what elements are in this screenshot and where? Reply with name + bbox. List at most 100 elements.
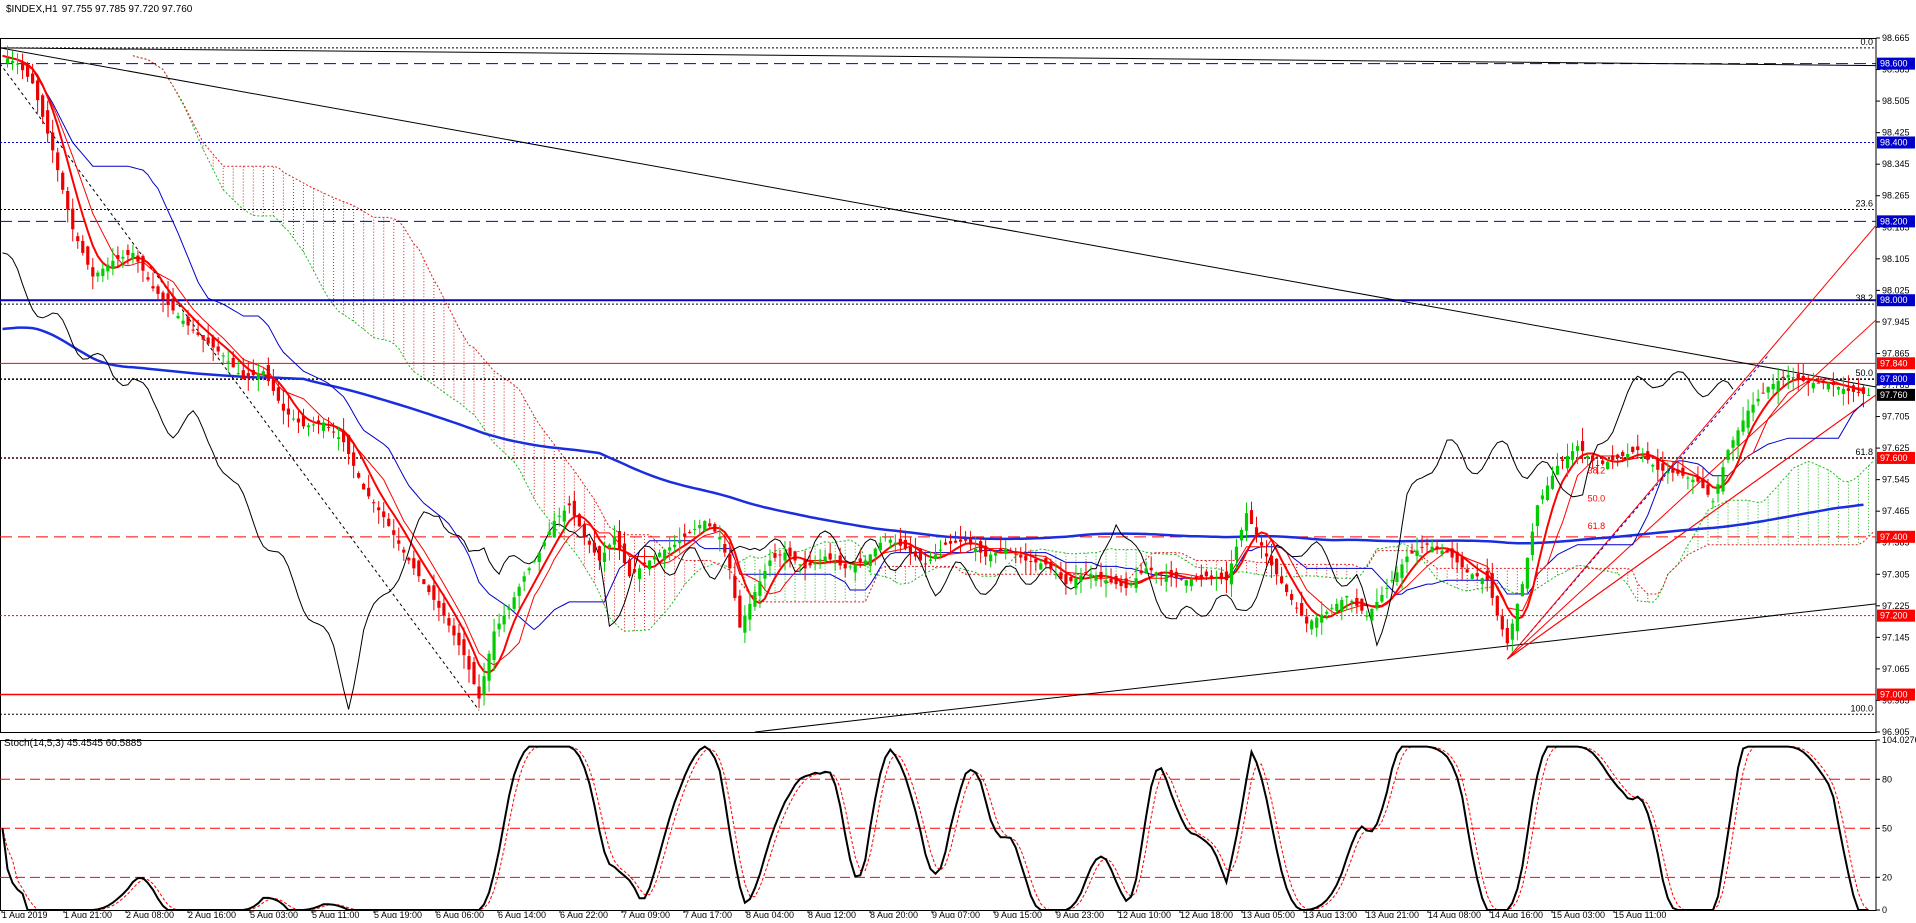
candle-body xyxy=(1039,563,1043,570)
candle-body xyxy=(768,560,772,566)
price-tag-label: 97.400 xyxy=(1880,532,1908,542)
ichimoku-kijun xyxy=(2,55,1864,631)
candle-body xyxy=(1264,553,1269,557)
fibonacci-label: 38.2 xyxy=(1855,293,1873,303)
price-tick-label: 98.345 xyxy=(1882,159,1910,169)
candle-body xyxy=(632,569,637,573)
candle-body xyxy=(1410,550,1414,554)
candle-body xyxy=(1530,531,1535,556)
candle-body xyxy=(848,566,852,568)
candle-body xyxy=(1535,505,1540,527)
candle-body xyxy=(1204,571,1208,577)
candle-body xyxy=(126,249,130,255)
candle-body xyxy=(1826,383,1830,390)
candle-body xyxy=(1766,386,1770,393)
candle-body xyxy=(1285,584,1289,593)
candle-body xyxy=(1254,527,1259,535)
candle-body xyxy=(36,80,40,101)
time-tick-label: 7 Aug 17:00 xyxy=(684,910,732,918)
candle-body xyxy=(216,346,220,352)
candle-body xyxy=(788,547,792,557)
candle-body xyxy=(1555,465,1560,475)
candle-body xyxy=(106,264,110,272)
fibonacci-label: 61.8 xyxy=(1855,447,1873,457)
candle-body xyxy=(306,425,311,428)
ichimoku-tenkan xyxy=(2,55,1864,666)
fan-label: 61.8 xyxy=(1588,521,1606,531)
price-tick-label: 97.465 xyxy=(1882,506,1910,516)
candle-body xyxy=(853,564,857,573)
candle-body xyxy=(1671,468,1675,473)
candle-body xyxy=(1425,543,1429,545)
time-tick-label: 8 Aug 20:00 xyxy=(870,910,918,918)
candle-body xyxy=(1335,603,1339,611)
candle-body xyxy=(71,208,75,230)
trendline-down xyxy=(0,47,1877,388)
candle-body xyxy=(743,615,747,633)
candle-body xyxy=(1646,451,1650,460)
candle-body xyxy=(1756,398,1760,402)
candle-body xyxy=(1029,561,1033,563)
candle-body xyxy=(994,552,998,556)
candle-body xyxy=(397,540,401,544)
candle-body xyxy=(974,548,978,553)
price-tag-label: 98.400 xyxy=(1880,137,1908,147)
chart-title: $INDEX,H1 97.755 97.785 97.720 97.760 xyxy=(6,4,193,15)
candle-body xyxy=(1560,459,1565,461)
candle-body xyxy=(969,538,973,545)
candle-body xyxy=(477,686,481,699)
fibonacci-label: 50.0 xyxy=(1855,368,1873,378)
candle-body xyxy=(1626,454,1630,459)
candle-body xyxy=(1129,583,1133,586)
time-tick-label: 5 Aug 03:00 xyxy=(250,910,298,918)
time-tick-label: 13 Aug 05:00 xyxy=(1242,910,1295,918)
candle-body xyxy=(1315,617,1319,628)
candle-body xyxy=(562,510,566,522)
price-tick-label: 98.105 xyxy=(1882,254,1910,264)
candle-body xyxy=(1169,570,1173,578)
candle-body xyxy=(1696,476,1700,482)
candle-body xyxy=(552,521,556,538)
time-tick-label: 8 Aug 04:00 xyxy=(746,910,794,918)
moving-average-fast xyxy=(2,54,1864,675)
time-tick-label: 12 Aug 18:00 xyxy=(1180,910,1233,918)
candle-body xyxy=(1430,546,1434,553)
candle-body xyxy=(1575,446,1580,451)
candle-body xyxy=(1420,546,1424,548)
candle-body xyxy=(1816,382,1820,384)
candle-body xyxy=(913,551,918,557)
candle-body xyxy=(1621,452,1625,456)
candle-body xyxy=(1836,386,1840,390)
candle-body xyxy=(572,500,576,516)
candle-body xyxy=(1295,607,1299,609)
candle-body xyxy=(331,431,336,433)
candle-body xyxy=(1861,387,1866,394)
candle-body xyxy=(482,676,486,695)
candle-body xyxy=(1500,616,1504,630)
time-tick-label: 9 Aug 23:00 xyxy=(1056,910,1104,918)
candle-body xyxy=(678,540,682,543)
time-tick-label: 1 Aug 21:00 xyxy=(64,910,112,918)
candle-body xyxy=(1490,573,1494,598)
candle-body xyxy=(1159,573,1163,575)
candle-body xyxy=(1009,551,1013,553)
candle-body xyxy=(582,524,586,537)
candle-body xyxy=(387,518,391,526)
candle-body xyxy=(76,236,80,242)
candle-body xyxy=(1636,446,1640,451)
candle-body xyxy=(1224,571,1229,581)
candle-body xyxy=(1580,441,1585,452)
candle-body xyxy=(1585,455,1590,459)
candle-body xyxy=(688,532,692,534)
candle-body xyxy=(1761,392,1765,394)
candle-body xyxy=(1074,578,1078,589)
candle-body xyxy=(20,62,25,71)
candle-body xyxy=(703,521,707,531)
candle-body xyxy=(462,639,466,656)
candle-body xyxy=(1064,574,1068,585)
candle-body xyxy=(1606,461,1610,470)
candle-body xyxy=(226,361,230,363)
price-tag-label: 97.000 xyxy=(1880,690,1908,700)
